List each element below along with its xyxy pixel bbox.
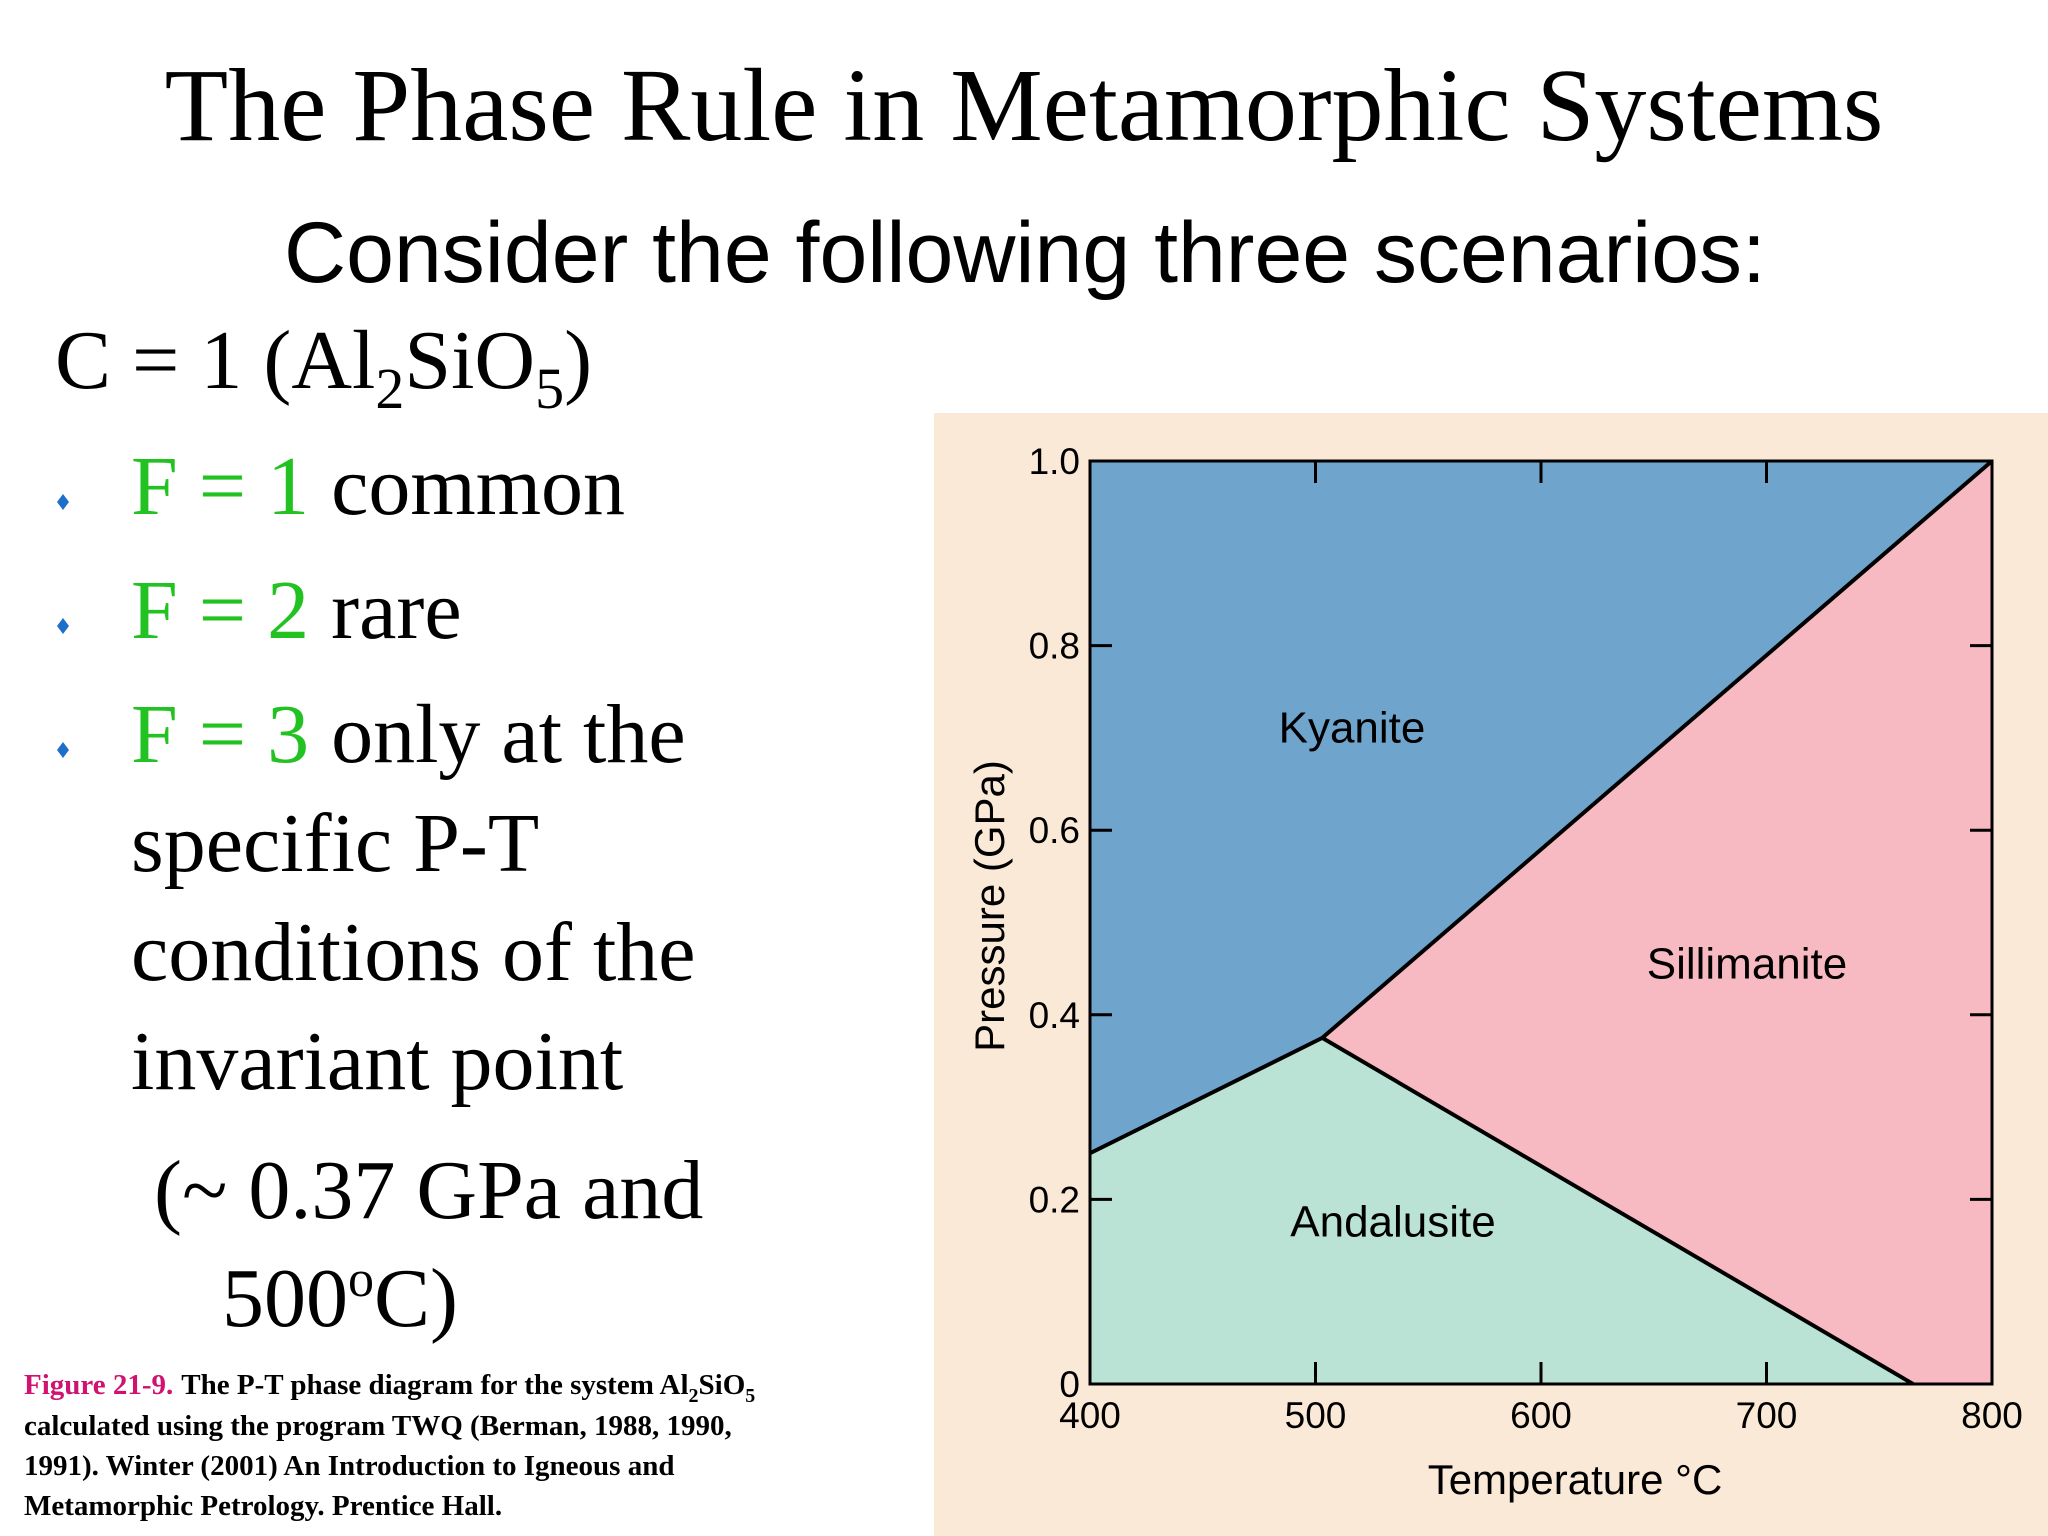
subscript: 5: [535, 356, 564, 421]
caption-line: Figure 21-9. The P-T phase diagram for th…: [24, 1369, 755, 1407]
x-tick-label: 400: [1059, 1395, 1121, 1436]
figure-label: Figure 21-9.: [24, 1369, 173, 1401]
bullet-highlight: F = 1: [131, 440, 309, 533]
phase-diagram: Kyanite Sillimanite Andalusite 400 500 600 700…: [934, 413, 2048, 1536]
text: SiO: [699, 1369, 746, 1401]
phase-boundary: [1321, 1036, 1915, 1386]
components-line: C = 1 (Al2SiO5): [55, 314, 592, 421]
y-tick-label: 0.8: [1029, 626, 1080, 667]
region-label: Andalusite: [1290, 1198, 1495, 1247]
phase-region: [1090, 461, 1992, 1154]
subscript: 2: [375, 356, 404, 421]
text: The P-T phase diagram for the system Al: [181, 1369, 688, 1401]
text: 500: [222, 1252, 348, 1345]
phase-region: [1322, 461, 1992, 1384]
bullet-continuation: specific P-T: [131, 797, 539, 890]
slide-title: The Phase Rule in Metamorphic Systems: [165, 48, 1884, 163]
bullet-text: only at the: [331, 688, 686, 781]
subscript: 5: [745, 1385, 755, 1407]
y-axis-label: Pressure (GPa): [966, 760, 1013, 1052]
bullet-highlight: F = 2: [131, 564, 309, 657]
bullet-continuation: invariant point: [131, 1015, 623, 1108]
superscript: o: [348, 1251, 374, 1308]
y-tick-label: 0.4: [1029, 995, 1080, 1036]
text: C): [374, 1252, 458, 1345]
invariant-note: (~ 0.37 GPa and: [154, 1144, 703, 1237]
y-tick-label: 1.0: [1029, 441, 1080, 482]
text: SiO: [404, 314, 535, 407]
bullet-text: common: [331, 440, 625, 533]
bullet-line: F = 1 common: [131, 440, 625, 533]
y-tick-label: 0: [1059, 1364, 1080, 1405]
text: C = 1 (Al: [55, 314, 375, 407]
text: ): [564, 314, 592, 407]
bullet-continuation: conditions of the: [131, 906, 696, 999]
phase-region: [1090, 1037, 1914, 1384]
x-tick-label: 800: [1961, 1395, 2023, 1436]
bullet-line: F = 3 only at the: [131, 688, 686, 781]
slide-subtitle: Consider the following three scenarios:: [284, 205, 1766, 301]
x-tick-label: 600: [1510, 1395, 1572, 1436]
region-label: Sillimanite: [1647, 940, 1848, 989]
invariant-note: 500oC): [222, 1251, 458, 1345]
x-axis-label: Temperature °C: [1428, 1456, 1723, 1503]
bullet-text: rare: [331, 564, 462, 657]
bullet-icon: [57, 494, 69, 510]
x-tick-label: 700: [1736, 1395, 1798, 1436]
caption: Figure 21-9. The P-T phase diagram for th…: [24, 1369, 755, 1522]
bullet-icon: [57, 742, 69, 758]
caption-line: Metamorphic Petrology. Prentice Hall.: [24, 1490, 502, 1522]
y-tick-label: 0.2: [1029, 1179, 1080, 1220]
subscript: 2: [689, 1385, 699, 1407]
caption-line: 1991). Winter (2001) An Introduction to …: [24, 1450, 674, 1482]
caption-lines: calculated using the program TWQ (Berman…: [24, 1410, 732, 1522]
bullet-icon: [57, 618, 69, 634]
phase-boundary: [1320, 459, 1994, 1040]
bullet-line: F = 2 rare: [131, 564, 462, 657]
bullet-highlight: F = 3: [131, 688, 309, 781]
x-tick-label: 500: [1285, 1395, 1347, 1436]
caption-line: calculated using the program TWQ (Berman…: [24, 1410, 732, 1442]
y-tick-label: 0.6: [1029, 810, 1080, 851]
region-label: Kyanite: [1279, 704, 1426, 753]
phase-boundary: [1089, 1036, 1324, 1156]
